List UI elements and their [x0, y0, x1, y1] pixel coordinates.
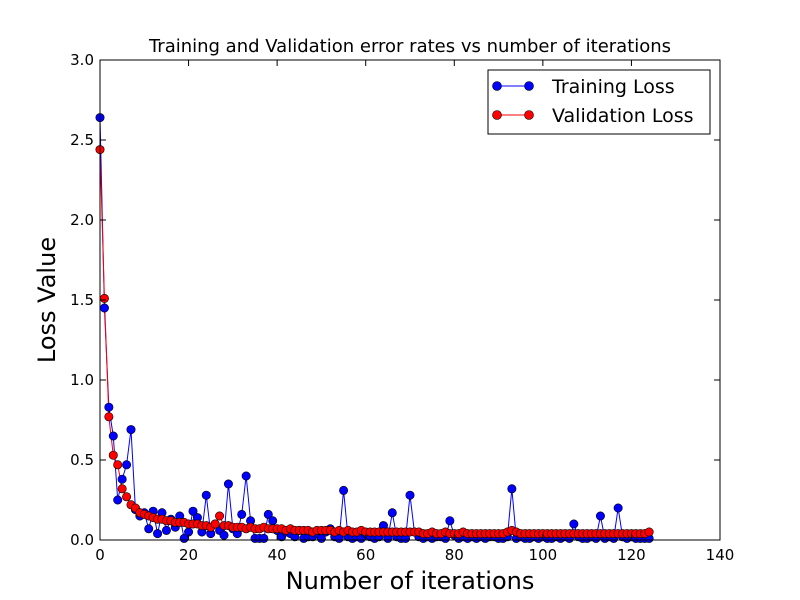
- data-point-training-loss: [144, 524, 154, 534]
- data-point-training-loss: [569, 519, 579, 529]
- data-point-training-loss: [263, 509, 273, 519]
- chart-title: Training and Validation error rates vs n…: [148, 36, 671, 57]
- data-point-validation-loss: [104, 412, 114, 422]
- data-point-validation-loss: [210, 519, 220, 529]
- x-tick-label: 40: [268, 546, 287, 564]
- y-tick-label: 0.5: [70, 451, 94, 469]
- data-point-validation-loss: [122, 492, 132, 502]
- data-point-training-loss: [241, 471, 251, 481]
- data-point-training-loss: [104, 402, 114, 412]
- data-point-training-loss: [237, 509, 247, 519]
- data-point-validation-loss: [117, 484, 127, 494]
- legend-label-validation: Validation Loss: [552, 105, 694, 127]
- series-group: [95, 113, 654, 543]
- data-point-training-loss: [113, 495, 123, 505]
- data-point-training-loss: [387, 508, 397, 518]
- data-point-training-loss: [405, 490, 415, 500]
- data-point-training-loss: [259, 533, 269, 543]
- data-point-training-loss: [507, 484, 517, 494]
- data-point-training-loss: [201, 490, 211, 500]
- y-tick-label: 2.5: [70, 131, 94, 149]
- plot-area: [100, 60, 720, 540]
- legend-marker-validation: [524, 110, 534, 120]
- data-point-training-loss: [595, 511, 605, 521]
- data-point-validation-loss: [99, 293, 109, 303]
- legend-marker-training: [492, 81, 502, 91]
- legend-label-training: Training Loss: [551, 76, 675, 98]
- x-tick-label: 120: [617, 546, 646, 564]
- y-axis: 0.0 0.5 1.0 1.5 2.0 2.5 3.0: [70, 51, 720, 549]
- data-point-training-loss: [122, 460, 132, 470]
- data-point-training-loss: [268, 516, 278, 526]
- data-point-training-loss: [613, 503, 623, 513]
- data-point-training-loss: [188, 506, 198, 516]
- data-point-training-loss: [161, 525, 171, 535]
- data-point-validation-loss: [215, 511, 225, 521]
- data-point-validation-loss: [113, 460, 123, 470]
- data-point-training-loss: [339, 485, 349, 495]
- series-layer: [95, 113, 654, 543]
- data-point-training-loss: [108, 431, 118, 441]
- y-tick-label: 1.5: [70, 291, 94, 309]
- legend-box: [487, 69, 711, 135]
- legend-marker-validation: [492, 110, 502, 120]
- x-axis-title: Number of iterations: [286, 567, 535, 595]
- x-tick-label: 100: [529, 546, 558, 564]
- x-tick-label: 20: [179, 546, 198, 564]
- data-point-training-loss: [117, 474, 127, 484]
- x-tick-label: 0: [95, 546, 105, 564]
- y-tick-label: 3.0: [70, 51, 94, 69]
- data-point-training-loss: [223, 479, 233, 489]
- y-tick-label: 2.0: [70, 211, 94, 229]
- x-axis: 0 20 40 60 80 100 120 140: [95, 60, 734, 564]
- data-point-training-loss: [99, 303, 109, 313]
- x-tick-label: 140: [706, 546, 735, 564]
- y-tick-label: 0.0: [70, 531, 94, 549]
- data-point-training-loss: [126, 425, 136, 435]
- legend-marker-training: [524, 81, 534, 91]
- data-point-training-loss: [219, 530, 229, 540]
- data-point-training-loss: [153, 529, 163, 539]
- y-tick-label: 1.0: [70, 371, 94, 389]
- x-tick-label: 80: [445, 546, 464, 564]
- data-point-training-loss: [445, 516, 455, 526]
- legend: Training Loss Validation Loss: [487, 69, 711, 135]
- data-point-validation-loss: [644, 527, 654, 537]
- x-tick-label: 60: [356, 546, 375, 564]
- data-point-validation-loss: [108, 450, 118, 460]
- y-axis-title: Loss Value: [33, 237, 61, 363]
